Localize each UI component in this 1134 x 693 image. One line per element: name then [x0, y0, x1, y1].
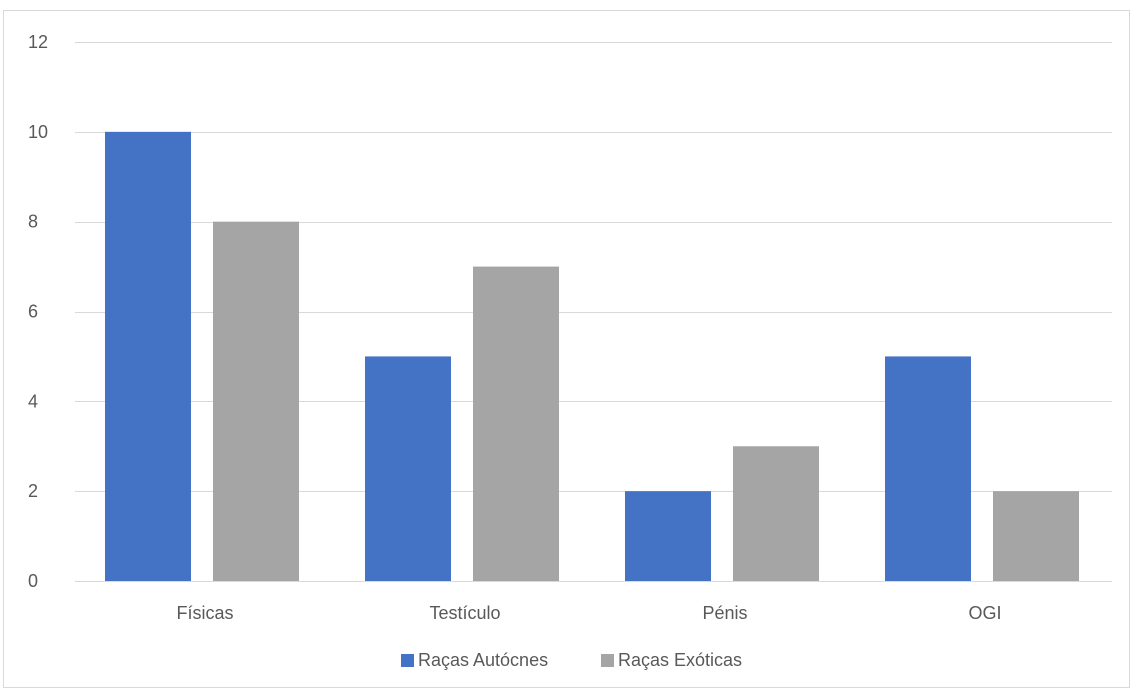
y-tick-label: 2: [28, 481, 38, 501]
legend-item: Raças Exóticas: [601, 650, 742, 670]
bar-1-2: [733, 446, 819, 581]
bar-0-0: [105, 131, 191, 582]
y-tick-label: 10: [28, 122, 48, 142]
bars: [105, 131, 1079, 582]
legend-item: Raças Autócnes: [401, 650, 548, 670]
bar-0-2: [625, 491, 711, 581]
legend-label: Raças Autócnes: [418, 650, 548, 670]
legend: Raças Autócnes Raças Exóticas: [401, 650, 742, 670]
y-tick-label: 12: [28, 32, 48, 52]
legend-swatch: [401, 654, 414, 667]
x-tick-label: Físicas: [176, 603, 233, 623]
y-tick-label: 6: [28, 302, 38, 322]
y-tick-label: 8: [28, 212, 38, 232]
y-tick-label: 4: [28, 391, 38, 411]
bar-0-1: [365, 356, 451, 581]
x-tick-label: OGI: [968, 603, 1001, 623]
y-axis-ticks: 0 2 4 6 8 10 12: [28, 32, 48, 591]
bar-1-0: [213, 221, 299, 581]
bar-0-3: [885, 356, 971, 581]
x-tick-label: Pénis: [702, 603, 747, 623]
x-tick-label: Testículo: [429, 603, 500, 623]
x-axis: Físicas Testículo Pénis OGI: [176, 603, 1001, 623]
y-tick-label: 0: [28, 571, 38, 591]
legend-swatch: [601, 654, 614, 667]
bar-1-3: [993, 491, 1079, 581]
bar-1-1: [473, 266, 559, 581]
legend-label: Raças Exóticas: [618, 650, 742, 670]
